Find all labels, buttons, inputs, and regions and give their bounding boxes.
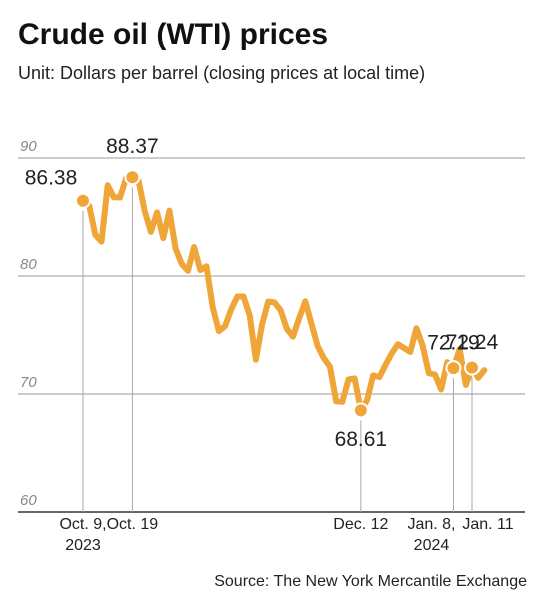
point-marker: [124, 169, 141, 186]
chart-title: Crude oil (WTI) prices: [18, 18, 328, 51]
x-tick-label: Jan. 8, 2024: [407, 516, 456, 554]
point-marker: [464, 359, 480, 376]
point-marker: [445, 360, 462, 377]
source: Source: The New York Mercantile Exchange: [214, 573, 527, 590]
y-tick-label: 80: [20, 256, 37, 273]
x-tick-label: Jan. 11: [462, 516, 514, 533]
y-tick-label: 60: [20, 492, 37, 509]
x-tick-label: Dec. 12: [333, 516, 389, 533]
value-label: 88.37: [106, 135, 159, 158]
point-marker: [75, 192, 91, 209]
y-tick-label: 90: [20, 138, 37, 155]
point-marker: [352, 402, 369, 419]
value-label: 72.24: [446, 331, 499, 354]
x-tick-label: Oct. 19: [106, 516, 159, 533]
value-label: 86.38: [25, 166, 78, 189]
value-label: 68.61: [335, 428, 388, 451]
chart-subtitle: Unit: Dollars per barrel (closing prices…: [18, 63, 425, 83]
line: [80, 174, 488, 414]
value-label: 72.19: [427, 332, 480, 355]
y-tick-label: 70: [20, 374, 37, 391]
x-tick-label: Oct. 9, 2023: [59, 516, 107, 554]
